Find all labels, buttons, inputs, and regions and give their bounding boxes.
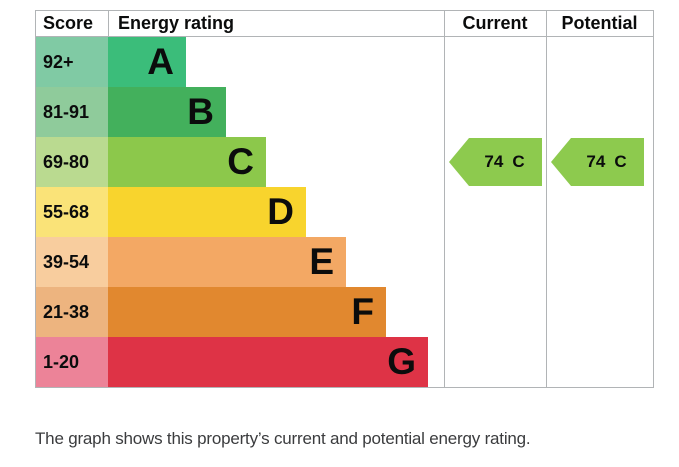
- band-letter-c: C: [227, 141, 254, 182]
- band-bar-a: A: [108, 37, 186, 87]
- band-letter-f: F: [351, 291, 374, 332]
- band-letter-a: A: [147, 41, 174, 82]
- column-header-potential: Potential: [561, 13, 638, 33]
- score-range-g: 1-20: [36, 337, 108, 387]
- epc-rating-chart: Score Energy rating Current Potential 92…: [35, 10, 654, 388]
- current-rating-arrow: 74 C: [449, 138, 542, 186]
- epc-header-row: Score Energy rating Current Potential: [36, 11, 653, 37]
- potential-rating-band: C: [614, 152, 627, 171]
- band-bar-d: D: [108, 187, 306, 237]
- score-range-d: 55-68: [36, 187, 108, 237]
- chart-caption: The graph shows this property’s current …: [35, 429, 531, 448]
- column-header-current: Current: [462, 13, 528, 33]
- band-letter-e: E: [309, 241, 334, 282]
- column-header-score: Score: [43, 13, 94, 33]
- score-range-e: 39-54: [36, 237, 108, 287]
- current-rating-band: C: [512, 152, 525, 171]
- band-letter-g: G: [387, 341, 416, 382]
- band-letter-b: B: [187, 91, 214, 132]
- band-bar-c: C: [108, 137, 266, 187]
- potential-rating-arrow: 74 C: [551, 138, 644, 186]
- epc-row-band-b: 81-91 B: [36, 87, 653, 137]
- score-range-f: 21-38: [36, 287, 108, 337]
- epc-row-band-a: 92+ A: [36, 37, 653, 87]
- band-bar-e: E: [108, 237, 346, 287]
- current-rating-value: 74: [484, 152, 504, 171]
- band-letter-d: D: [267, 191, 294, 232]
- band-bar-b: B: [108, 87, 226, 137]
- score-range-a: 92+: [36, 37, 108, 87]
- potential-rating-value: 74: [586, 152, 606, 171]
- epc-row-band-g: 1-20 G: [36, 337, 653, 387]
- epc-row-band-f: 21-38 F: [36, 287, 653, 337]
- band-bar-g: G: [108, 337, 428, 387]
- score-range-b: 81-91: [36, 87, 108, 137]
- epc-body: 92+ A 81-91 B 69-80 C 55-68 D 39-54: [36, 37, 653, 387]
- column-header-energy-rating: Energy rating: [108, 11, 444, 36]
- epc-row-band-d: 55-68 D: [36, 187, 653, 237]
- divider-energy-current: [444, 11, 445, 387]
- epc-row-band-e: 39-54 E: [36, 237, 653, 287]
- divider-current-potential: [546, 11, 547, 387]
- epc-row-band-c: 69-80 C: [36, 137, 653, 187]
- band-bar-f: F: [108, 287, 386, 337]
- score-range-c: 69-80: [36, 137, 108, 187]
